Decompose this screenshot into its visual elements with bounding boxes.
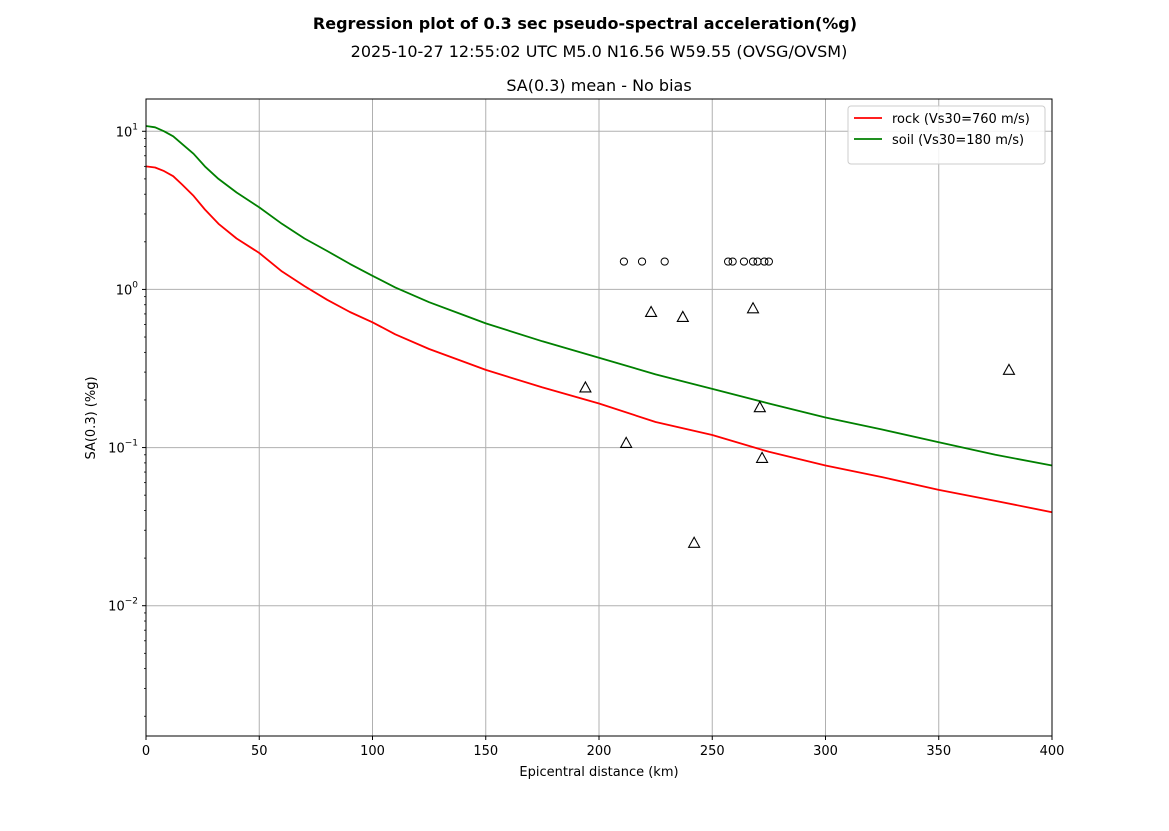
triangle-point xyxy=(746,301,760,314)
legend: rock (Vs30=760 m/s) soil (Vs30=180 m/s) xyxy=(847,105,1046,165)
y-tick-exponent: −2 xyxy=(125,597,138,607)
grid-lines xyxy=(145,99,1053,736)
triangle-point xyxy=(644,305,658,318)
x-tick-label: 100 xyxy=(360,744,385,759)
x-tick-label: 200 xyxy=(587,744,612,759)
x-tick-label: 150 xyxy=(473,744,498,759)
y-tick-base: 10 xyxy=(108,600,125,615)
x-tick-label: 400 xyxy=(1040,744,1065,759)
circle-point xyxy=(660,257,669,266)
circle-point xyxy=(748,257,758,266)
y-tick-label: 10−2 xyxy=(108,597,138,615)
y-tick-base: 10 xyxy=(116,283,133,298)
legend-label: soil (Vs30=180 m/s) xyxy=(892,133,1024,148)
legend-label: rock (Vs30=760 m/s) xyxy=(892,112,1030,127)
circle-point xyxy=(753,257,762,266)
x-tick-label: 0 xyxy=(142,744,150,759)
circle-point xyxy=(760,257,769,266)
series-line-0 xyxy=(145,165,1053,514)
circle-point xyxy=(739,257,749,266)
circle-point xyxy=(724,257,733,266)
circle-point xyxy=(728,257,737,266)
x-tick-label: 300 xyxy=(813,744,838,759)
figure-suptitle: Regression plot of 0.3 sec pseudo-spectr… xyxy=(313,14,857,33)
triangle-point xyxy=(687,536,701,548)
triangle-point xyxy=(619,436,633,448)
figure-subtitle: 2025-10-27 12:55:02 UTC M5.0 N16.56 W59.… xyxy=(351,42,848,61)
triangle-point xyxy=(755,451,769,463)
plot-series xyxy=(145,125,1053,548)
triangle-point xyxy=(578,380,592,393)
y-tick-label: 100 xyxy=(116,280,139,298)
x-tick-label: 50 xyxy=(251,744,268,759)
y-tick-exponent: −1 xyxy=(125,439,138,449)
triangle-point xyxy=(676,310,690,322)
triangle-point xyxy=(1002,363,1016,375)
axes-title: SA(0.3) mean - No bias xyxy=(506,76,691,95)
y-tick-exponent: 1 xyxy=(132,122,138,132)
y-tick-exponent: 0 xyxy=(132,280,138,290)
x-tick-label: 350 xyxy=(926,744,951,759)
y-axis-label: SA(0.3) (%g) xyxy=(84,376,99,459)
x-tick-label: 250 xyxy=(700,744,725,759)
circle-point xyxy=(619,257,629,266)
x-axis-label: Epicentral distance (km) xyxy=(519,765,678,780)
y-tick-label: 10−1 xyxy=(108,439,138,457)
series-line-1 xyxy=(145,125,1053,467)
circle-point xyxy=(764,257,773,266)
y-tick-base: 10 xyxy=(116,125,133,140)
y-tick-label: 101 xyxy=(116,122,138,140)
circle-point xyxy=(637,257,647,266)
triangle-point xyxy=(753,400,767,413)
legend-box xyxy=(847,105,1046,165)
y-tick-base: 10 xyxy=(108,442,125,457)
